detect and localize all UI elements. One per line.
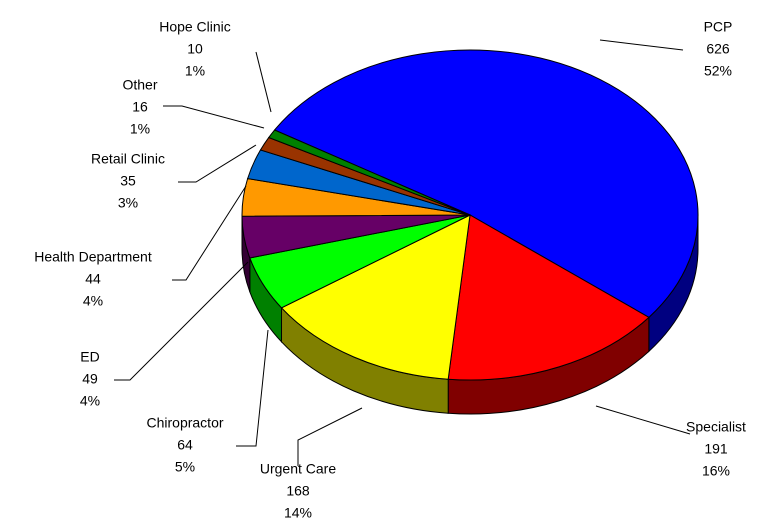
slice-label: Urgent Care xyxy=(260,461,336,477)
slice-percent: 3% xyxy=(118,195,138,211)
slice-value: 64 xyxy=(177,437,193,453)
slice-value: 10 xyxy=(187,41,203,57)
slice-value: 44 xyxy=(85,271,101,287)
slice-value: 626 xyxy=(706,41,730,57)
slice-percent: 1% xyxy=(185,63,205,79)
slice-label: ED xyxy=(80,349,99,365)
leader-line xyxy=(114,261,249,381)
leader-line xyxy=(599,39,684,51)
slice-label: Hope Clinic xyxy=(159,19,231,35)
pie-slice xyxy=(447,214,650,381)
leader-line xyxy=(172,185,247,281)
slice-label: Other xyxy=(122,77,157,93)
leader-line xyxy=(178,144,257,183)
slice-percent: 52% xyxy=(704,63,732,79)
pie-slice xyxy=(280,214,471,380)
leader-line xyxy=(255,51,272,113)
slice-percent: 4% xyxy=(80,393,100,409)
leader-line xyxy=(163,105,265,129)
pie-slice xyxy=(267,129,471,216)
slice-percent: 16% xyxy=(702,463,730,479)
slice-label: PCP xyxy=(704,19,733,35)
slice-value: 16 xyxy=(132,99,148,115)
slice-label: Chiropractor xyxy=(146,415,223,431)
slice-label: Health Department xyxy=(34,249,152,265)
slice-percent: 5% xyxy=(175,459,195,475)
slice-label: Specialist xyxy=(686,419,746,435)
slice-percent: 14% xyxy=(284,505,312,521)
slice-label: Retail Clinic xyxy=(91,151,165,167)
slice-value: 49 xyxy=(82,371,98,387)
leader-line xyxy=(297,407,363,466)
slice-value: 168 xyxy=(286,483,310,499)
slice-value: 191 xyxy=(704,441,728,457)
pie-slice xyxy=(273,49,699,318)
slice-percent: 4% xyxy=(83,293,103,309)
leader-line xyxy=(595,405,691,435)
slice-percent: 1% xyxy=(130,121,150,137)
slice-value: 35 xyxy=(120,173,136,189)
leader-line xyxy=(236,329,269,447)
